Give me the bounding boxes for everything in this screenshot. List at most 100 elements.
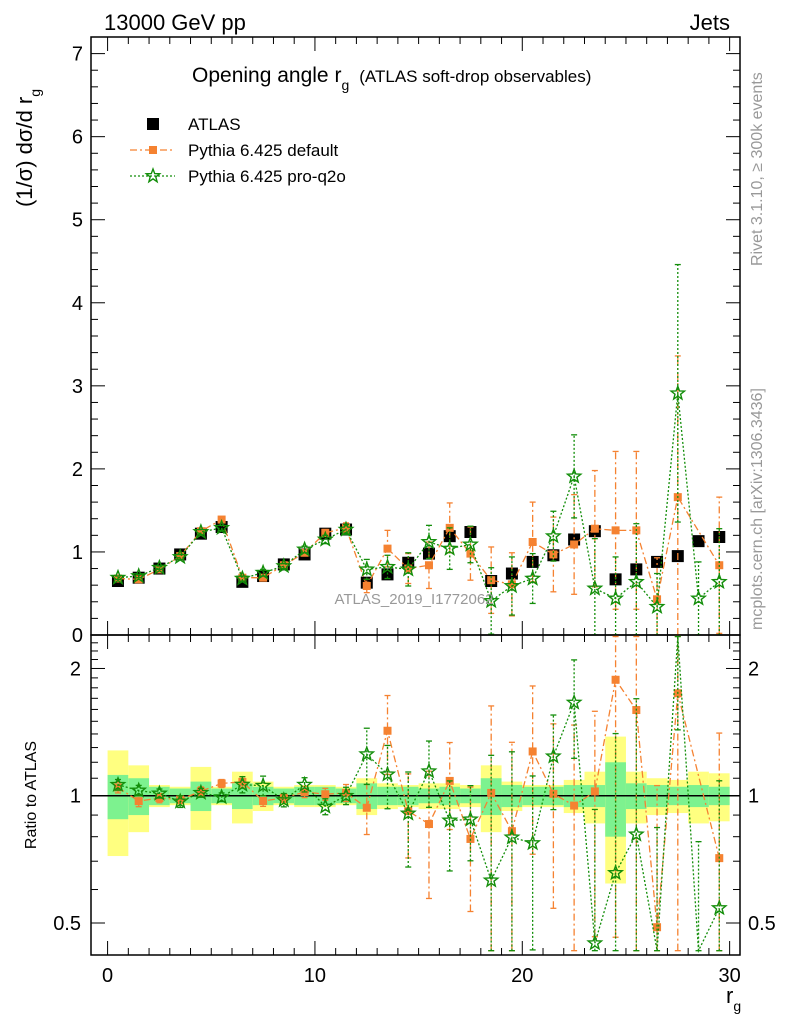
legend: ATLAS Pythia 6.425 default Pythia 6.425 pr… — [130, 115, 346, 186]
ratio-panel: 0 10 20 30 0.5 0.5 1 1 2 2 — [53, 634, 776, 987]
pythia-proq2o-point — [295, 540, 314, 557]
ratio-pythia-proq2o-point — [337, 786, 355, 804]
pythia-proq2o-point — [503, 576, 521, 594]
legend-marker-default — [149, 146, 157, 154]
ratio-pythia-proq2o-point — [524, 834, 542, 851]
atlas-point — [692, 535, 705, 548]
ratio-pythia-proq2o-line — [117, 636, 720, 954]
title-main-sub: g — [341, 77, 349, 93]
ratio-pythia-default-point — [549, 789, 558, 798]
legend-label: ATLAS — [188, 115, 241, 134]
pythia-proq2o-point — [606, 589, 625, 606]
pythia-proq2o-point — [565, 467, 583, 484]
pythia-default-point — [611, 526, 620, 535]
pythia-proq2o-point — [586, 579, 604, 596]
x-axis-label: rg — [726, 983, 741, 1014]
ratio-pythia-default-point — [611, 675, 620, 684]
x-tick-label: 30 — [719, 965, 741, 987]
ratio-pythia-default-point — [342, 788, 351, 797]
top-panel: 0 1 2 3 4 5 6 7 — [72, 36, 741, 647]
ratio-pythia-default-point — [217, 779, 226, 788]
header-left-label: 13000 GeV pp — [104, 10, 246, 35]
pythia-default-point — [507, 580, 516, 589]
ratio-pythia-proq2o-point — [295, 775, 314, 793]
pythia-proq2o-point — [669, 384, 687, 401]
pythia-default-line — [117, 495, 720, 600]
pythia-default-point — [424, 561, 433, 570]
ratio-pythia-proq2o-point — [420, 762, 438, 779]
top-y-tick-label: 5 — [72, 210, 83, 232]
legend-marker-atlas — [147, 118, 159, 130]
legend-marker-proq2o — [144, 166, 162, 184]
pythia-default-point — [383, 544, 392, 553]
atlas-point — [651, 555, 664, 568]
x-tick-label: 10 — [304, 965, 326, 987]
ratio-pythia-default-point — [404, 807, 413, 816]
ratio-pythia-proq2o-point — [254, 776, 272, 793]
pythia-proq2o-point — [233, 569, 251, 586]
pythia-proq2o-point — [337, 520, 355, 537]
ratio-pythia-proq2o-point — [192, 783, 210, 801]
atlas-point — [609, 573, 622, 586]
ratio-frame — [90, 634, 741, 956]
pythia-proq2o-point — [441, 539, 459, 556]
mcplots-label: mcplots.cern.ch [arXiv:1306.3436] — [749, 388, 766, 630]
pythia-proq2o-point — [192, 522, 210, 540]
ratio-pythia-proq2o-point — [482, 871, 500, 888]
pythia-proq2o-point — [130, 566, 148, 584]
pythia-proq2o-point — [399, 560, 417, 577]
pythia-proq2o-point — [544, 527, 562, 544]
top-y-label-main: (1/σ) dσ/d r — [12, 97, 37, 207]
ratio-pythia-proq2o-point — [275, 791, 293, 808]
x-axis-label-main: r — [726, 983, 733, 1008]
ratio-y-tick-label-right: 1 — [748, 786, 759, 808]
ratio-pythia-proq2o-point — [710, 899, 728, 916]
top-y-tick-label: 3 — [72, 376, 83, 398]
ratio-pythia-default-point — [383, 726, 392, 735]
pythia-default-point — [528, 537, 537, 546]
pythia-proq2o-point — [461, 535, 480, 552]
pythia-proq2o-point — [379, 557, 397, 575]
ratio-pythia-default-point — [528, 747, 537, 756]
ratio-pythia-proq2o-point — [316, 797, 334, 814]
title-suffix: (ATLAS soft-drop observables) — [359, 67, 591, 86]
ratio-pythia-default-point — [570, 801, 579, 810]
pythia-proq2o-line — [117, 393, 720, 609]
ratio-pythia-proq2o-point — [150, 784, 169, 801]
ratio-pythia-proq2o-point — [565, 693, 583, 710]
top-y-tick-label: 7 — [72, 44, 83, 66]
pythia-default-point — [342, 523, 351, 532]
ratio-y-label: Ratio to ATLAS — [23, 741, 40, 849]
top-y-label: (1/σ) dσ/d rg — [12, 89, 43, 207]
pythia-proq2o-point — [627, 572, 645, 590]
rivet-label: Rivet 3.1.10, ≥ 300k events — [749, 72, 766, 266]
ratio-pythia-proq2o-point — [441, 811, 459, 828]
ratio-pythia-proq2o-point — [606, 863, 625, 881]
top-y-tick-label: 1 — [72, 542, 83, 564]
ratio-pythia-proq2o-point — [650, 963, 663, 976]
pythia-default-point — [259, 573, 268, 582]
pythia-proq2o-point — [171, 547, 189, 565]
top-y-label-sub: g — [27, 89, 43, 97]
pythia-proq2o-point — [254, 563, 272, 581]
ratio-pythia-default-point — [134, 797, 143, 806]
ratio-pythia-default-point — [424, 820, 433, 829]
pythia-default-point — [362, 581, 371, 590]
ratio-pythia-default-point — [176, 795, 185, 804]
ratio-pythia-proq2o-point — [233, 775, 251, 792]
pythia-proq2o-point — [150, 558, 169, 576]
ratio-pythia-proq2o-point — [213, 788, 231, 805]
top-y-tick-label: 2 — [72, 459, 83, 481]
watermark: ATLAS_2019_I1772062 — [334, 591, 493, 608]
ratio-y-tick-label: 2 — [70, 658, 81, 680]
pythia-proq2o-point — [482, 591, 500, 609]
ratio-pythia-default-point — [321, 790, 330, 799]
title-main-text: Opening angle r — [192, 64, 341, 87]
ratio-pythia-default-point — [590, 787, 599, 796]
ratio-y-tick-label-right: 0.5 — [748, 913, 776, 935]
ratio-pythia-proq2o-point — [130, 781, 148, 798]
ratio-pythia-default-point — [259, 796, 268, 805]
top-y-tick-label: 4 — [72, 293, 83, 315]
ratio-data — [109, 635, 728, 976]
